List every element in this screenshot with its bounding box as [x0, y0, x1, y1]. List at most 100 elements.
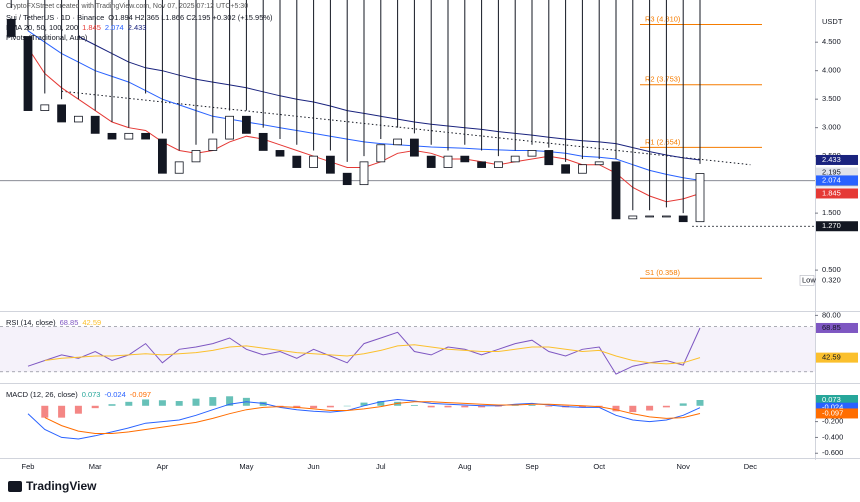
candle-body [460, 155, 470, 163]
candle-body [527, 150, 537, 157]
rsi-title: RSI (14, close) [6, 318, 56, 327]
hist-bar [578, 405, 586, 408]
hist-bar [410, 404, 418, 406]
x-tick-label: Mar [89, 462, 102, 471]
y-tick-label: 4.500 [822, 37, 841, 46]
ma-label-box [816, 154, 858, 165]
pivot-label: R1 (2.654) [645, 137, 681, 146]
y-tick-label: 1.500 [822, 208, 841, 217]
pivot-label: R2 (3.753) [645, 75, 681, 84]
y-tick-label: 0.500 [822, 265, 841, 274]
x-tick-label: Dec [744, 462, 758, 471]
candle-body [662, 215, 671, 218]
hist-value: 0.073 [81, 390, 101, 399]
pivot-label: S1 (0.358) [645, 268, 681, 277]
candle-body [90, 115, 100, 134]
candle-body [611, 161, 621, 220]
series-line [27, 398, 701, 440]
candle-body [325, 155, 335, 174]
candle-body [241, 115, 251, 134]
macd-label-box [816, 408, 858, 419]
hist-bar [478, 405, 486, 408]
low-name: Low [802, 275, 816, 284]
hist-bar [310, 405, 318, 409]
candle-body [628, 215, 638, 220]
series-line [78, 36, 701, 161]
candle-body [292, 155, 302, 168]
hist-bar [175, 401, 183, 406]
hist-bar [662, 405, 670, 408]
y-tick-label: -0.200 [822, 417, 843, 426]
y-tick-label: -0.600 [822, 448, 843, 457]
ma-label: 2.433 [822, 155, 841, 164]
x-tick-label: Nov [677, 462, 691, 471]
hist-bar [696, 400, 704, 406]
logo: TradingView [8, 479, 97, 493]
hist-bar [360, 402, 368, 406]
x-tick-label: May [239, 462, 253, 471]
ohlc: O1.894 H2.365 L1.866 C2.195 +0.302 (+15.… [108, 13, 273, 22]
hist-bar [142, 399, 150, 406]
x-tick-label: Feb [22, 462, 35, 471]
macd-label: 0.073 [822, 395, 841, 404]
candle-body [275, 150, 285, 157]
hist-bar [545, 405, 553, 407]
ma-value: 2.433 [127, 23, 147, 32]
macd-label-box [816, 395, 858, 406]
series-line [44, 344, 701, 365]
candle-body [695, 173, 705, 223]
macd-label: -0.024 [822, 403, 843, 412]
hist-bar [377, 401, 385, 406]
candle-body [578, 164, 587, 174]
candle-body [208, 138, 218, 151]
hist-bar [58, 405, 66, 418]
rsi-band [0, 326, 815, 372]
hist-bar [528, 404, 536, 406]
macd-label: -0.097 [822, 408, 843, 417]
series-line [27, 327, 701, 375]
hist-bar [41, 405, 49, 418]
rsi-label-box [816, 352, 858, 363]
rsi-label: 68.85 [822, 323, 841, 332]
rsi-label-box [816, 322, 858, 333]
y-tick-label: -0.400 [822, 432, 843, 441]
candle-body [141, 132, 151, 140]
candle-body [393, 138, 403, 146]
candle-body [40, 104, 50, 111]
candle-body [258, 132, 268, 151]
candle-body [225, 115, 235, 140]
rsi-ma-value: 42.59 [82, 318, 102, 327]
hist-bar [612, 405, 620, 412]
candle-body [493, 161, 503, 168]
hist-bar [444, 405, 452, 408]
candle-body [594, 161, 604, 166]
candle-body [443, 155, 453, 168]
y-tick-label: 3.000 [822, 123, 841, 132]
y-tick-label: 3.500 [822, 94, 841, 103]
unit-label: USDT [822, 17, 843, 26]
hist-bar [326, 405, 334, 408]
x-tick-label: Jun [308, 462, 320, 471]
candle-body [57, 104, 66, 123]
candle-body [23, 36, 33, 111]
ma-label-box [816, 188, 858, 199]
ma-title: EMA 20, 50, 100, 200 [6, 23, 79, 32]
candle-body [309, 155, 319, 168]
x-tick-label: Aug [458, 462, 471, 471]
ma-label: 1.845 [822, 188, 841, 197]
hist-bar [74, 405, 82, 414]
low-value: 0.320 [822, 275, 841, 284]
hist-bar [91, 405, 99, 409]
candle-body [6, 18, 16, 37]
hist-bar [209, 397, 217, 406]
candle-body [107, 132, 117, 140]
hist-bar [646, 405, 654, 411]
x-tick-label: Jul [376, 462, 386, 471]
candle-body [544, 150, 554, 166]
trendline [61, 90, 751, 166]
candle-body [376, 144, 386, 163]
hist-bar [427, 405, 435, 408]
candle-body [510, 155, 520, 163]
